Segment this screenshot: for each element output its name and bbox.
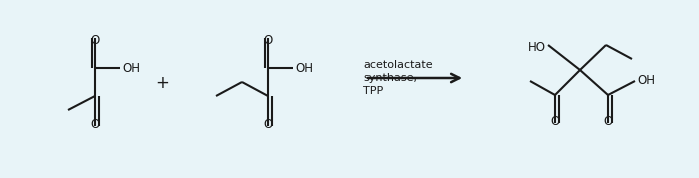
- Text: +: +: [155, 74, 169, 92]
- Text: OH: OH: [295, 62, 313, 75]
- Text: acetolactate
synthase,
TPP: acetolactate synthase, TPP: [363, 60, 433, 96]
- Text: HO: HO: [528, 41, 546, 54]
- Text: O: O: [90, 118, 100, 131]
- Text: OH: OH: [637, 75, 655, 88]
- Text: OH: OH: [122, 62, 140, 75]
- Text: O: O: [264, 118, 273, 131]
- Text: O: O: [603, 115, 612, 128]
- Text: O: O: [264, 34, 273, 47]
- Text: O: O: [550, 115, 560, 128]
- Text: O: O: [90, 34, 100, 47]
